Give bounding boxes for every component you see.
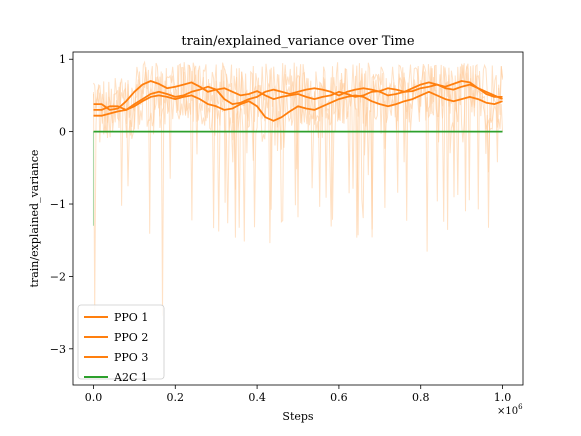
y-tick-label: −2 bbox=[50, 270, 66, 283]
series-line-ppo-2 bbox=[93, 80, 503, 111]
y-axis-ticks: −3 −2 −1 0 1 bbox=[50, 53, 73, 356]
legend-label: A2C 1 bbox=[113, 371, 148, 384]
chart-title: train/explained_variance over Time bbox=[181, 34, 414, 49]
y-tick-label: −1 bbox=[50, 198, 66, 211]
y-axis-label: train/explained_variance bbox=[28, 150, 41, 288]
x-tick-label: 0.0 bbox=[85, 391, 103, 404]
x-tick-label: 0.4 bbox=[248, 391, 266, 404]
plot-area-frame bbox=[72, 51, 524, 386]
y-tick-label: 1 bbox=[59, 53, 66, 66]
x-multiplier-base: ×10 bbox=[497, 406, 518, 417]
smoothed-series-layer bbox=[93, 80, 503, 133]
legend-box bbox=[77, 304, 165, 380]
legend-label: PPO 3 bbox=[114, 351, 148, 364]
x-tick-label: 1.0 bbox=[494, 391, 512, 404]
x-tick-label: 0.2 bbox=[167, 391, 185, 404]
y-tick-label: 0 bbox=[59, 126, 66, 139]
legend-label: PPO 2 bbox=[114, 331, 148, 344]
legend: PPO 1 PPO 2 PPO 3 A2C 1 bbox=[77, 304, 165, 384]
series-line-ppo-1 bbox=[93, 80, 503, 111]
x-multiplier-exponent: 6 bbox=[518, 403, 523, 411]
x-tick-label: 0.6 bbox=[330, 391, 348, 404]
x-axis-ticks: 0.0 0.2 0.4 0.6 0.8 1.0 bbox=[85, 385, 512, 404]
x-multiplier: ×106 bbox=[497, 403, 523, 417]
y-tick-label: −3 bbox=[50, 343, 66, 356]
legend-label: PPO 1 bbox=[114, 311, 148, 324]
x-tick-label: 0.8 bbox=[412, 391, 430, 404]
raw-series-ppo-3 bbox=[93, 65, 503, 244]
x-axis-label: Steps bbox=[282, 410, 314, 423]
series-line-ppo-3 bbox=[93, 90, 503, 122]
